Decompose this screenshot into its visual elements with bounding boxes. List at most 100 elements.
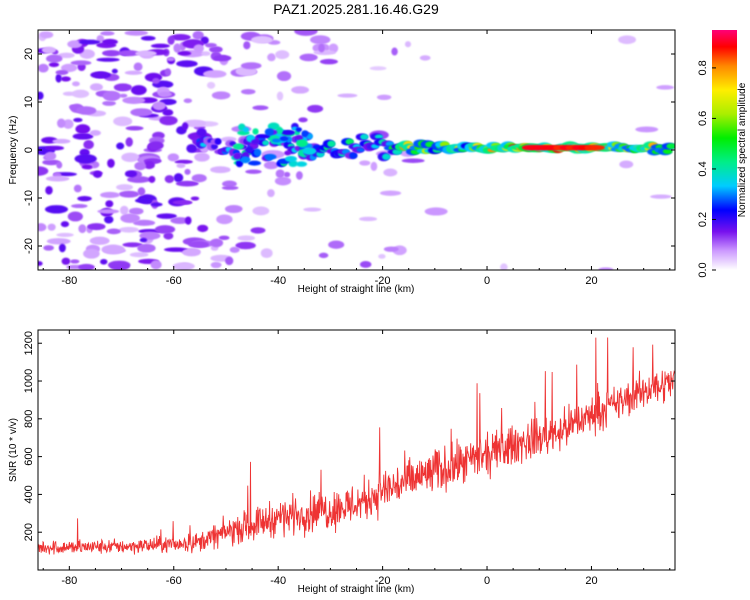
spectrogram-ytick-label: -20 xyxy=(23,238,35,254)
spectrogram-blob xyxy=(666,143,675,150)
spectrogram-blob xyxy=(186,143,197,153)
spectrogram-blob xyxy=(391,47,398,56)
spectrogram-blob xyxy=(598,267,614,270)
spectrogram-blob xyxy=(71,204,88,209)
spectrogram-blob xyxy=(67,211,83,222)
spectrogram-blob xyxy=(276,91,284,101)
spectrogram-blob xyxy=(81,164,93,170)
spectrogram-blob xyxy=(96,57,120,62)
spectrogram-blob xyxy=(46,238,71,245)
spectrogram-blob xyxy=(172,200,193,205)
spectrogram-blob xyxy=(274,176,292,186)
spectrogram-blob xyxy=(41,46,56,54)
spectrogram-blob xyxy=(359,160,371,166)
spectrogram-blob xyxy=(635,126,659,133)
spectrogram-blob xyxy=(130,85,147,96)
spectrogram-blob xyxy=(47,223,56,231)
spectrogram-blob xyxy=(133,219,156,226)
spectrogram-blob xyxy=(192,31,204,40)
spectrogram-blob xyxy=(167,35,175,45)
spectrogram-blob xyxy=(318,252,329,259)
spectrogram-blob xyxy=(307,104,324,113)
spectrogram-blob xyxy=(78,263,95,270)
spectrogram-blob xyxy=(313,50,336,56)
spectrogram-blob xyxy=(61,257,71,265)
spectrogram-blob xyxy=(264,128,275,136)
spectrogram-blob xyxy=(116,184,134,191)
spectrogram-blob xyxy=(182,248,201,257)
spectrogram-blob xyxy=(241,88,256,95)
spectrogram-blob xyxy=(100,258,108,265)
spectrogram-blob xyxy=(404,41,412,48)
spectrogram-ytick-label: 20 xyxy=(23,48,35,60)
spectrogram-blob xyxy=(328,240,345,249)
spectrogram-blob xyxy=(93,170,103,178)
spectrogram-blob xyxy=(73,184,82,193)
spectrogram-blob xyxy=(197,224,209,233)
spectrogram-blob xyxy=(374,134,384,139)
spectrogram-blob xyxy=(245,169,262,174)
spectrogram-blob xyxy=(102,100,116,106)
colorbar-tick-label: 0.8 xyxy=(697,60,709,75)
spectrogram-blob xyxy=(221,185,239,190)
spectrogram-axes: -80 -60 -40 -20 0 20 -20 -10 0 10 20 xyxy=(23,30,675,287)
spectrogram-blob xyxy=(267,189,275,198)
spectrogram-blob xyxy=(174,159,193,164)
spectrogram-blob xyxy=(130,108,153,117)
spectrogram-blob xyxy=(164,68,172,76)
spectrogram-blob xyxy=(38,63,49,73)
spectrogram-blob xyxy=(79,49,95,59)
spectrogram-blob xyxy=(214,138,222,145)
snr-frame xyxy=(37,329,676,571)
spectrogram-blob xyxy=(44,145,65,151)
spectrogram-blob xyxy=(140,35,156,41)
spectrogram-blob xyxy=(193,44,204,53)
spectrogram-blob xyxy=(119,226,139,233)
spectrogram-blob xyxy=(76,106,97,115)
spectrogram-blob xyxy=(298,117,308,123)
spectrogram-blob xyxy=(67,40,83,49)
spectrogram-blob xyxy=(113,83,132,92)
spectrogram-blob xyxy=(154,225,176,234)
spectrogram-blob xyxy=(58,243,66,253)
spectrogram-blob xyxy=(77,196,92,202)
spectrogram-blob xyxy=(302,147,317,155)
spectrogram-ytick-label: -10 xyxy=(23,190,35,206)
spectrogram-blob xyxy=(206,81,216,89)
spectrogram-blob xyxy=(201,51,211,56)
spectrogram-blob xyxy=(172,262,195,270)
spectrogram-blob xyxy=(107,158,115,168)
spectrogram-blob xyxy=(38,223,47,232)
spectrogram-blob xyxy=(102,38,118,45)
spectrogram-blob xyxy=(89,129,101,136)
spectrogram-blob xyxy=(618,35,637,45)
spectrogram-blob xyxy=(252,105,269,111)
spectrogram-blob xyxy=(120,213,140,223)
spectrogram-blob xyxy=(139,237,148,243)
spectrogram-blob xyxy=(176,163,186,169)
spectrogram-blob xyxy=(135,50,157,57)
spectrogram-blob xyxy=(260,248,273,259)
spectrogram-blob xyxy=(60,221,70,228)
spectrogram-blob xyxy=(48,62,60,68)
chart-title: PAZ1.2025.281.16.46.G29 xyxy=(273,1,439,17)
spectrogram-blob xyxy=(252,206,270,216)
spectrogram-blob xyxy=(96,34,105,43)
spectrogram-blob xyxy=(134,161,147,171)
spectrogram-blob xyxy=(281,129,295,136)
spectrogram-blob xyxy=(129,252,149,258)
spectrogram-xtick-label: 0 xyxy=(484,275,490,287)
spectrogram-blob xyxy=(184,168,191,175)
spectrogram-blob xyxy=(619,160,634,169)
spectrogram-blob xyxy=(295,171,303,180)
spectrogram-blob xyxy=(119,205,129,215)
spectrogram-blob xyxy=(70,60,92,66)
spectrogram-blob xyxy=(379,190,402,196)
spectrogram-blob xyxy=(78,224,87,234)
colorbar-ticks: 0.0 0.2 0.4 0.6 0.8 xyxy=(697,60,716,278)
spectrogram-blob xyxy=(359,261,372,268)
spectrogram-blob xyxy=(650,194,672,199)
spectrogram-blob xyxy=(295,161,308,167)
spectrogram-blob xyxy=(294,30,318,36)
